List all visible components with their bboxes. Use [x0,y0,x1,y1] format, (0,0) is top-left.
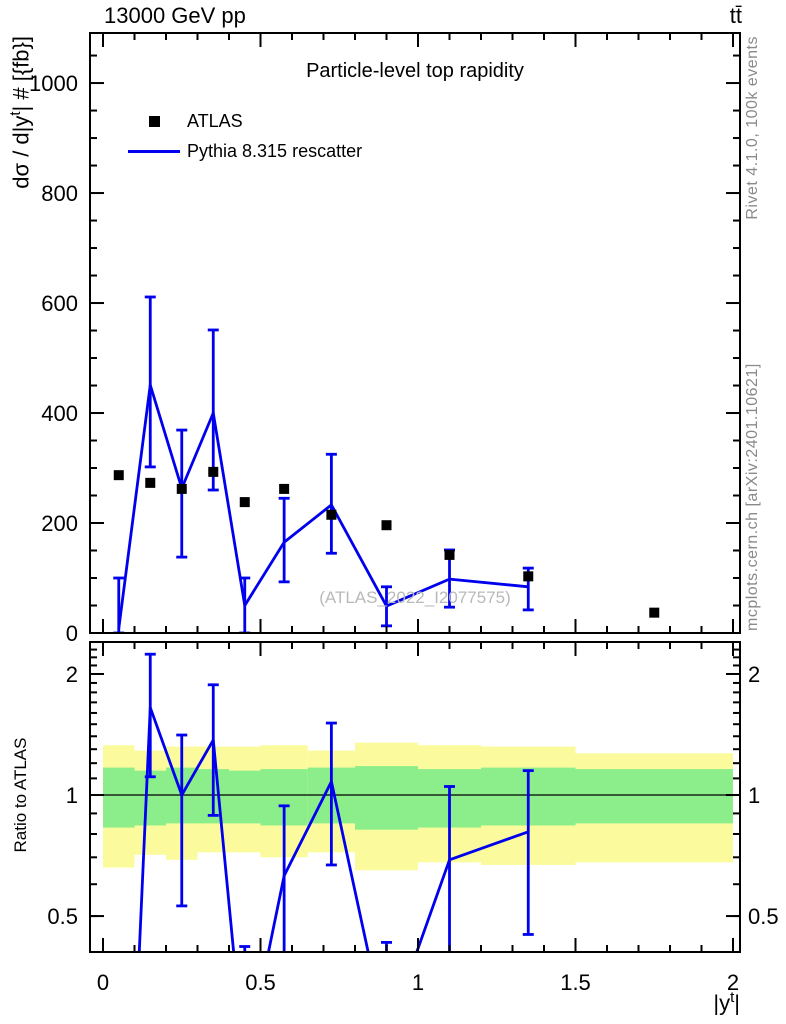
atlas-data-point [145,477,156,488]
analysis-watermark: (ATLAS_2022_I2077575) [319,588,511,607]
atlas-data-point [113,470,124,481]
ratio-tick-label-right: 1 [748,783,760,808]
y-tick-label: 0 [66,621,78,646]
pythia-series [113,295,534,632]
x-tick-label: 2 [727,970,739,995]
main-frame [89,32,741,634]
ratio-tick-label-left: 0.5 [47,904,78,929]
ratio-tick-label-right: 0.5 [748,904,779,929]
atlas-data-point [523,571,534,582]
beam-energy-label: 13000 GeV pp [104,3,246,28]
band-green [229,770,261,824]
y-axis-title: dσ / d|yt| # [{fb}] [7,36,34,189]
uncertainty-bands [103,742,734,871]
rivet-version-note: Rivet 4.1.0, 100k events [744,36,761,220]
mc-prediction-line [117,383,529,629]
pythia-line-marker [128,149,180,153]
atlas-data-point [208,466,219,477]
tick-labels: 0 0.5 1 1.5 2 0 200 400 600 800 1000 0.5 0.5 1 1 2 2 [29,71,779,995]
ratio-axis-title: Ratio to ATLAS [11,737,30,853]
axis-ticks [90,33,740,952]
mcplots-reference-note: mcplots.cern.ch [arXiv:2401.10621] [744,363,761,631]
band-green [103,767,135,828]
band-green [355,766,419,830]
y-tick-label: 400 [41,401,78,426]
y-tick-label: 600 [41,291,78,316]
atlas-data-point [649,607,660,618]
process-label: tt̄ [729,3,742,28]
atlas-square-marker [148,115,160,127]
y-tick-label: 800 [41,181,78,206]
atlas-series [113,466,660,618]
atlas-data-point [279,483,290,494]
legend-label-pythia: Pythia 8.315 rescatter [187,140,363,161]
legend-item-atlas: ATLAS [128,110,243,132]
legend-item-pythia: Pythia 8.315 rescatter [128,140,362,162]
x-tick-label: 1.5 [560,970,591,995]
ratio-frame [89,641,741,953]
atlas-data-point [239,497,250,508]
atlas-data-point [176,483,187,494]
ratio-tick-label-left: 2 [66,662,78,687]
plot-title: Particle-level top rapidity [306,60,524,82]
band-green [575,769,734,824]
band-green [134,770,167,826]
atlas-data-point [381,520,392,531]
ratio-tick-label-left: 1 [66,783,78,808]
legend-label-atlas: ATLAS [187,110,243,131]
atlas-data-point [444,549,455,560]
x-axis-title: |yt| [713,989,740,1016]
y-tick-label: 200 [41,511,78,536]
atlas-data-point [326,509,337,520]
ratio-tick-label-right: 2 [748,662,760,687]
x-tick-label: 1 [412,970,424,995]
x-tick-label: 0.5 [245,970,276,995]
pythia-marker-cell [128,149,180,153]
x-tick-label: 0 [97,970,109,995]
atlas-marker-cell [128,115,180,127]
y-tick-label: 1000 [29,71,78,96]
